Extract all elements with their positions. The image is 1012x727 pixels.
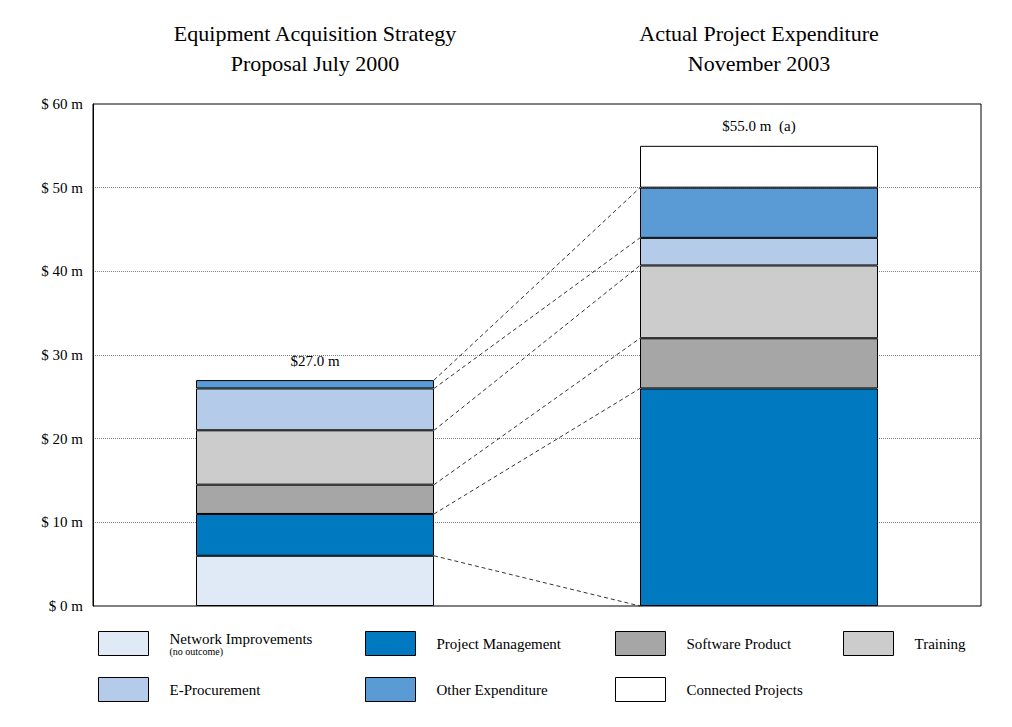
svg-text:Proposal July 2000: Proposal July 2000 xyxy=(231,51,400,76)
svg-text:$ 20 m: $ 20 m xyxy=(41,431,83,447)
svg-text:Other Expenditure: Other Expenditure xyxy=(437,682,549,698)
svg-text:Software Product: Software Product xyxy=(687,636,792,652)
svg-text:$ 40 m: $ 40 m xyxy=(41,263,83,279)
svg-text:$ 60 m: $ 60 m xyxy=(41,96,83,112)
svg-text:E-Procurement: E-Procurement xyxy=(170,682,262,698)
svg-text:$ 30 m: $ 30 m xyxy=(41,347,83,363)
svg-text:Training: Training xyxy=(915,636,967,652)
svg-text:$ 0 m: $ 0 m xyxy=(49,598,84,614)
svg-text:Connected Projects: Connected Projects xyxy=(687,682,803,698)
svg-text:Project Management: Project Management xyxy=(437,636,562,652)
svg-text:Actual Project Expenditure: Actual Project Expenditure xyxy=(639,21,878,46)
svg-text:(no outcome): (no outcome) xyxy=(170,646,224,658)
svg-text:$27.0 m: $27.0 m xyxy=(290,353,340,369)
svg-text:$ 10 m: $ 10 m xyxy=(41,514,83,530)
svg-text:Network Improvements: Network Improvements xyxy=(170,631,313,647)
svg-text:$55.0 m (a): $55.0 m (a) xyxy=(722,118,795,135)
svg-text:November 2003: November 2003 xyxy=(688,51,830,76)
svg-text:$ 50 m: $ 50 m xyxy=(41,180,83,196)
svg-text:Equipment Acquisition Strategy: Equipment Acquisition Strategy xyxy=(174,21,456,46)
